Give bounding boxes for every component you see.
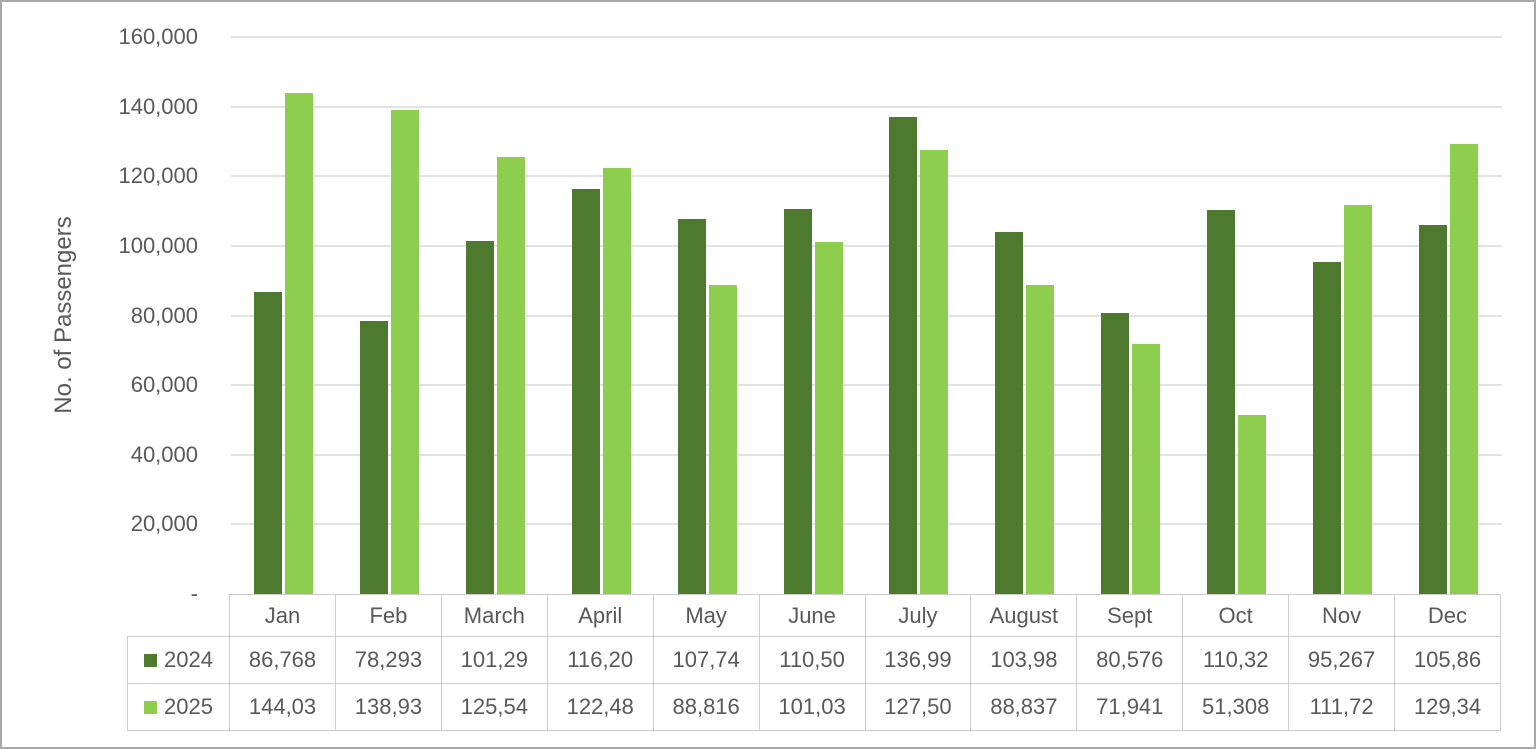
y-axis-tick-label: - xyxy=(190,581,198,606)
value-cell: 101,03 xyxy=(758,683,866,731)
bar-2025-april xyxy=(602,168,631,594)
value-cell: 95,267 xyxy=(1288,636,1396,684)
value-cell: 136,99 xyxy=(864,636,972,684)
value-cell: 122,48 xyxy=(546,683,654,731)
legend-swatch-2024 xyxy=(144,653,158,667)
month-header-cell: March xyxy=(440,594,548,637)
table-row: 2024 86,768 78,293 101,29 116,20 107,74 110,50… xyxy=(126,636,1501,684)
value-cell: 107,74 xyxy=(652,636,760,684)
value-cell: 78,293 xyxy=(334,636,442,684)
value-cell: 129,34 xyxy=(1394,683,1501,731)
y-axis-tick-label: 140,000 xyxy=(118,93,198,119)
legend-label: 2024 xyxy=(164,647,213,672)
value-cell: 105,86 xyxy=(1394,636,1501,684)
y-axis-tick-label: 100,000 xyxy=(118,232,198,258)
bar-2025-march xyxy=(497,157,526,594)
table-row: 2025 144,03 138,93 125,54 122,48 88,816 101,03… xyxy=(126,683,1501,731)
value-cell: 86,768 xyxy=(229,636,336,684)
y-axis-tick-label: 80,000 xyxy=(130,302,198,328)
y-axis-tick-label: 120,000 xyxy=(118,163,198,189)
bar-2025-nov xyxy=(1343,205,1372,594)
bar-2024-feb xyxy=(360,321,389,594)
gridline xyxy=(231,105,1502,108)
value-cell: 111,72 xyxy=(1288,683,1396,731)
value-cell: 80,576 xyxy=(1076,636,1184,684)
bar-2025-jan xyxy=(285,93,314,594)
bar-2024-oct xyxy=(1206,210,1235,594)
bar-2024-august xyxy=(995,232,1024,594)
month-header-cell: Nov xyxy=(1288,594,1396,637)
month-header-cell: August xyxy=(970,594,1078,637)
legend-label: 2025 xyxy=(164,694,213,719)
y-axis-tick-label: 40,000 xyxy=(130,441,198,467)
gridline xyxy=(231,523,1502,526)
value-cell: 110,32 xyxy=(1182,636,1290,684)
gridline xyxy=(231,384,1502,387)
bar-2025-oct xyxy=(1237,415,1266,594)
gridline xyxy=(231,314,1502,317)
value-cell: 127,50 xyxy=(864,683,972,731)
bar-2024-july xyxy=(889,117,918,594)
month-header-cell: Oct xyxy=(1182,594,1290,637)
gridline xyxy=(231,36,1502,38)
value-cell: 88,816 xyxy=(652,683,760,731)
value-cell: 71,941 xyxy=(1076,683,1184,731)
bar-2025-sept xyxy=(1132,344,1161,594)
bar-2024-sept xyxy=(1101,313,1130,594)
month-header-cell: June xyxy=(758,594,866,637)
month-header-cell: July xyxy=(864,594,972,637)
bar-2024-dec xyxy=(1418,225,1447,594)
gridline xyxy=(231,453,1502,456)
legend-swatch-2025 xyxy=(144,700,158,714)
bar-2025-may xyxy=(708,285,737,594)
month-header-cell: May xyxy=(652,594,760,637)
month-header-cell: Sept xyxy=(1076,594,1184,637)
legend-cell-2024: 2024 xyxy=(126,636,231,684)
bar-2025-august xyxy=(1026,285,1055,594)
bar-2025-june xyxy=(814,242,843,594)
value-cell: 110,50 xyxy=(758,636,866,684)
value-cell: 88,837 xyxy=(970,683,1078,731)
bar-2025-feb xyxy=(391,110,420,594)
bar-2024-jan xyxy=(254,292,283,594)
month-header-cell: Jan xyxy=(229,594,336,637)
month-header-cell: April xyxy=(546,594,654,637)
bar-2024-june xyxy=(783,209,812,594)
bar-2025-dec xyxy=(1449,144,1478,594)
value-cell: 138,93 xyxy=(334,683,442,731)
y-axis-tick-label: 60,000 xyxy=(130,372,198,398)
bar-2024-may xyxy=(677,219,706,594)
bar-2025-july xyxy=(920,150,949,594)
legend-cell-2025: 2025 xyxy=(126,683,231,731)
gridline xyxy=(231,175,1502,178)
value-cell: 125,54 xyxy=(440,683,548,731)
month-header-cell: Feb xyxy=(334,594,442,637)
data-table: Jan Feb March April May June July August Sept Oct… xyxy=(126,594,1501,731)
y-axis-tick-label: 160,000 xyxy=(118,24,198,49)
value-cell: 144,03 xyxy=(229,683,336,731)
table-corner-blank xyxy=(128,595,230,637)
value-cell: 51,308 xyxy=(1182,683,1290,731)
bar-2024-nov xyxy=(1312,262,1341,594)
gridline xyxy=(231,244,1502,247)
value-cell: 103,98 xyxy=(970,636,1078,684)
y-axis-tick-label: 20,000 xyxy=(130,511,198,537)
bar-2024-april xyxy=(571,189,600,594)
month-header-cell: Dec xyxy=(1394,594,1501,637)
value-cell: 116,20 xyxy=(546,636,654,684)
bar-2024-march xyxy=(466,241,495,594)
value-cell: 101,29 xyxy=(440,636,548,684)
